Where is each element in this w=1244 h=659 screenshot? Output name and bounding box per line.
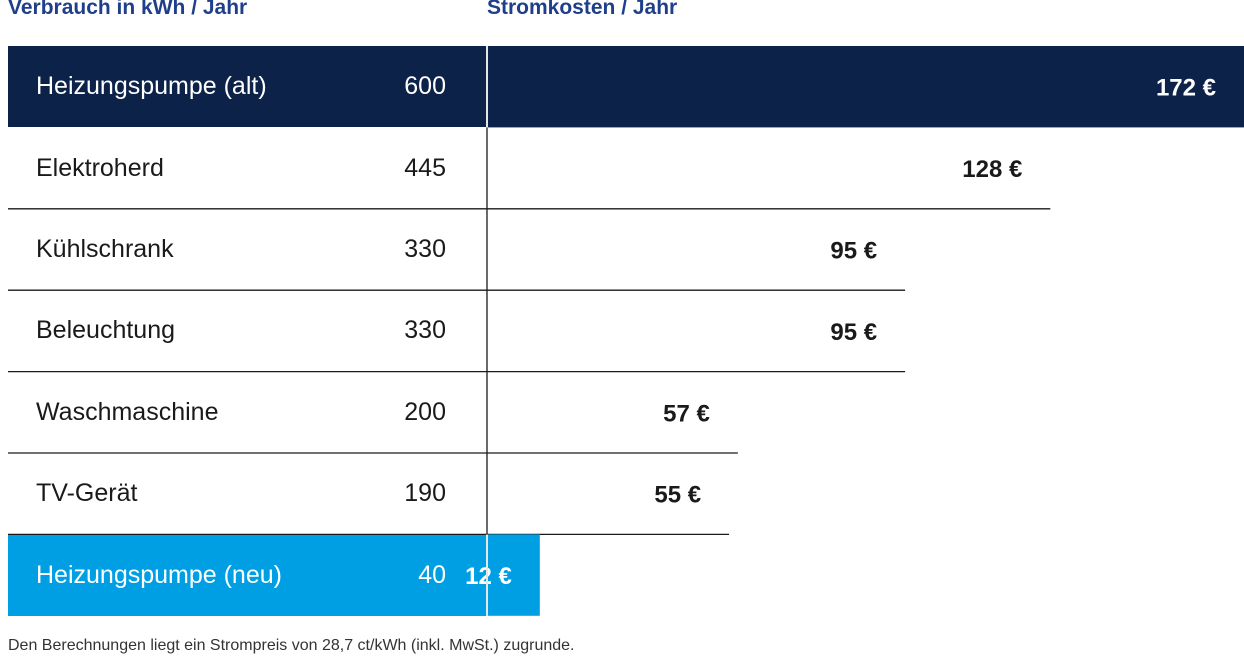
consumption-header: Verbrauch in kWh / Jahr xyxy=(8,0,248,19)
appliance-row: Heizungspumpe (neu) 40 xyxy=(8,534,486,616)
cost-header: Stromkosten / Jahr xyxy=(487,0,678,19)
footnote: Den Berechnungen liegt ein Strompreis vo… xyxy=(8,637,575,654)
cost-label: 57 € xyxy=(663,400,710,427)
cost-label: 95 € xyxy=(830,238,877,265)
cost-label: 12 € xyxy=(465,563,512,590)
appliance-name: Heizungspumpe (neu) xyxy=(36,560,282,589)
kwh-value: 200 xyxy=(404,397,446,426)
appliance-row: Waschmaschine 200 xyxy=(8,372,486,453)
kwh-value: 330 xyxy=(404,316,446,345)
appliance-name: Heizungspumpe (alt) xyxy=(36,72,267,101)
kwh-value: 330 xyxy=(404,234,446,263)
appliance-name: Waschmaschine xyxy=(36,397,219,426)
cost-label: 172 € xyxy=(1156,75,1216,102)
appliance-row: TV-Gerät 190 xyxy=(8,453,486,534)
cost-bar xyxy=(488,46,1244,128)
appliance-row: Kühlschrank 330 xyxy=(8,209,486,290)
cost-label: 55 € xyxy=(654,482,701,509)
appliance-name: Kühlschrank xyxy=(36,234,174,263)
kwh-value: 600 xyxy=(404,72,446,101)
appliance-row: Beleuchtung 330 xyxy=(8,290,486,371)
appliance-name: Beleuchtung xyxy=(36,316,176,345)
appliance-name: Elektroherd xyxy=(36,153,164,182)
kwh-value: 190 xyxy=(404,479,446,508)
kwh-value: 40 xyxy=(418,560,446,589)
appliance-name: TV-Gerät xyxy=(36,479,138,508)
kwh-value: 445 xyxy=(404,153,446,182)
cost-label: 95 € xyxy=(830,319,877,346)
appliance-row: Heizungspumpe (alt) 600 xyxy=(8,46,486,128)
cost-bar xyxy=(488,534,540,616)
appliance-row: Elektroherd 445 xyxy=(8,127,486,208)
cost-label: 128 € xyxy=(962,156,1022,183)
